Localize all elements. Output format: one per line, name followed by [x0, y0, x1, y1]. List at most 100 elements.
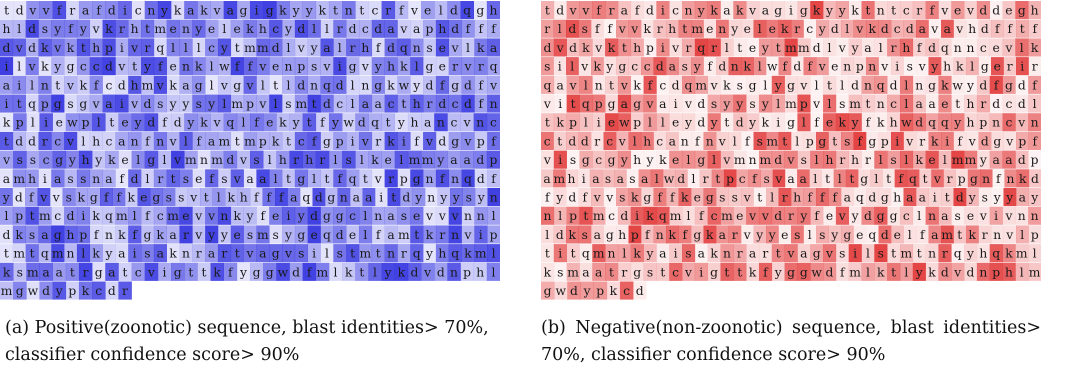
residue-cell: [953, 225, 967, 244]
residue-letter: v: [618, 134, 626, 148]
residue-letter: f: [491, 22, 497, 36]
residue-cell: [448, 206, 462, 225]
residue-letter: l: [686, 153, 690, 167]
residue-letter: y: [384, 265, 392, 279]
residue-cell: [682, 206, 696, 225]
residue-cell: [656, 206, 670, 225]
residue-cell: [694, 150, 708, 169]
residue-letter: k: [426, 228, 434, 242]
residue-letter: l: [31, 116, 35, 130]
residue-letter: v: [581, 3, 589, 17]
residue-cell: [102, 244, 116, 263]
residue-cell: [941, 188, 954, 207]
residue-letter: m: [244, 134, 256, 148]
residue-cell: [938, 1, 952, 20]
residue-letter: v: [423, 265, 431, 279]
residue-cell: [716, 188, 729, 207]
residue-letter: p: [477, 134, 485, 148]
residue-letter: m: [1, 284, 13, 298]
residue-letter: e: [195, 172, 202, 186]
residue-letter: r: [947, 172, 953, 186]
residue-cell: [282, 19, 296, 38]
residue-letter: h: [633, 153, 641, 167]
residue-letter: i: [582, 172, 586, 186]
residue-cell: [381, 1, 396, 20]
residue-cell: [307, 75, 321, 94]
residue-cell: [778, 131, 792, 150]
residue-letter: n: [450, 265, 458, 279]
residue-cell: [828, 131, 842, 150]
residue-letter: s: [682, 60, 688, 74]
residue-cell: [666, 131, 679, 150]
residue-letter: d: [402, 190, 410, 204]
residue-cell: [486, 262, 500, 281]
residue-letter: l: [325, 22, 329, 36]
residue-cell: [669, 113, 683, 132]
residue-letter: g: [374, 78, 382, 92]
residue-cell: [916, 131, 929, 150]
residue-cell: [236, 262, 251, 281]
residue-letter: l: [802, 116, 806, 130]
residue-letter: v: [645, 97, 653, 111]
residue-cell: [236, 150, 251, 169]
residue-letter: v: [246, 78, 254, 92]
residue-cell: [320, 206, 334, 225]
residue-letter: c: [672, 3, 679, 17]
residue-letter: a: [208, 247, 215, 261]
residue-cell: [434, 262, 448, 281]
residue-letter: h: [893, 190, 901, 204]
residue-letter: k: [169, 247, 177, 261]
residue-letter: d: [881, 22, 889, 36]
residue-letter: e: [349, 228, 356, 242]
residue-letter: g: [818, 134, 826, 148]
residue-cell: [78, 281, 93, 300]
residue-letter: r: [375, 134, 381, 148]
residue-letter: m: [941, 228, 953, 242]
residue-letter: f: [682, 228, 688, 242]
residue-cell: [447, 150, 461, 169]
residue-letter: c: [451, 116, 458, 130]
residue-letter: t: [957, 228, 962, 242]
residue-letter: y: [851, 116, 859, 130]
residue-letter: g: [800, 265, 808, 279]
residue-cell: [312, 188, 326, 207]
residue-cell: [102, 57, 116, 76]
residue-cell: [823, 1, 837, 20]
residue-cell: [617, 113, 632, 132]
residue-cell: [553, 188, 567, 207]
residue-cell: [89, 38, 103, 57]
residue-letter: k: [582, 41, 590, 55]
residue-cell: [115, 57, 129, 76]
residue-cell: [39, 150, 53, 169]
residue-letter: l: [558, 209, 562, 223]
residue-cell: [51, 131, 65, 150]
residue-cell: [733, 150, 747, 169]
residue-letter: r: [839, 153, 845, 167]
residue-letter: a: [387, 228, 394, 242]
residue-cell: [307, 169, 321, 188]
residue-letter: l: [274, 97, 278, 111]
residue-letter: c: [208, 41, 215, 55]
residue-letter: y: [477, 190, 485, 204]
residue-cell: [628, 131, 642, 150]
residue-letter: f: [266, 190, 272, 204]
residue-cell: [205, 131, 219, 150]
residue-letter: t: [4, 3, 9, 17]
residue-cell: [64, 94, 78, 113]
residue-letter: l: [363, 209, 367, 223]
residue-cell: [1028, 169, 1041, 188]
residue-cell: [964, 206, 978, 225]
residue-cell: [342, 262, 356, 281]
residue-cell: [707, 206, 721, 225]
residue-cell: [397, 38, 411, 57]
residue-letter: m: [567, 265, 579, 279]
residue-cell: [978, 19, 992, 38]
residue-cell: [617, 75, 632, 94]
residue-letter: m: [593, 247, 605, 261]
residue-letter: d: [297, 22, 305, 36]
residue-cell: [989, 113, 1003, 132]
residue-letter: c: [452, 97, 459, 111]
residue-letter: y: [851, 209, 859, 223]
residue-letter: a: [353, 190, 360, 204]
residue-letter: l: [840, 78, 844, 92]
